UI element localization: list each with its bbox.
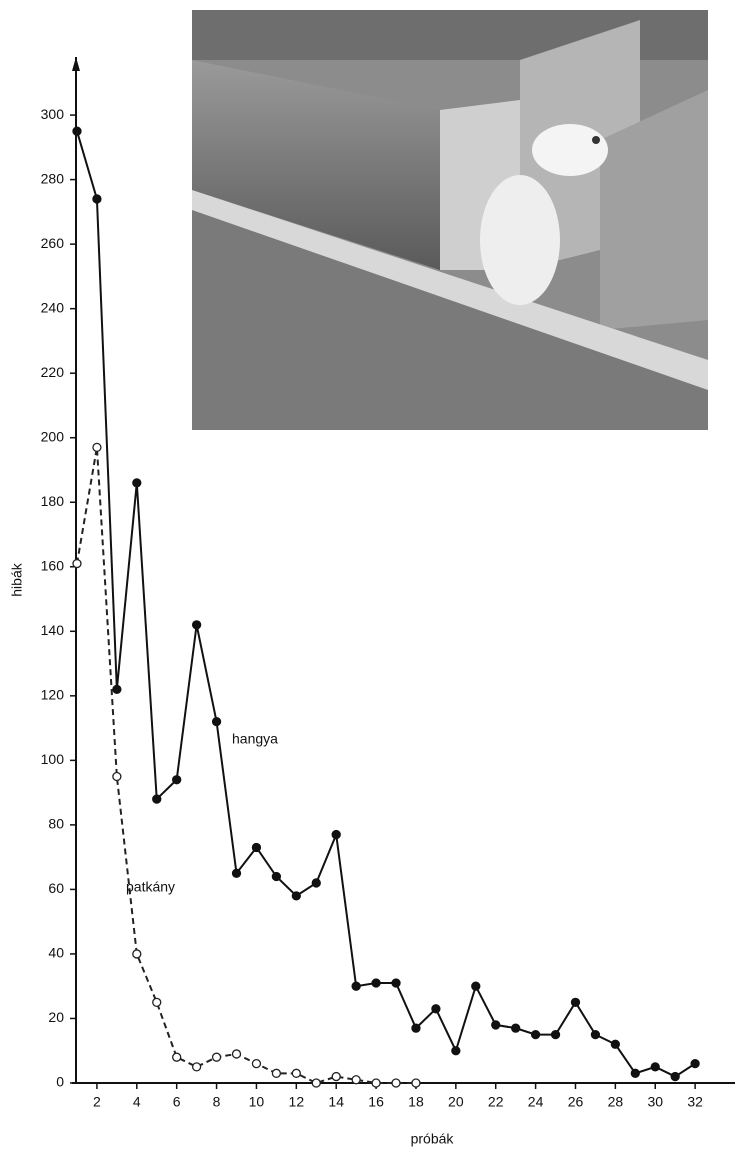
- data-point: [631, 1069, 639, 1077]
- x-tick-label: 6: [173, 1094, 181, 1110]
- x-tick-label: 4: [133, 1094, 141, 1110]
- chart: hibák próbák 0 20 40 60 80 100 120 140 160 180 200…: [0, 0, 737, 1158]
- series-label: hangya: [232, 731, 278, 747]
- y-tick-label: 80: [48, 816, 64, 832]
- data-point: [213, 718, 221, 726]
- y-tick-label: 0: [56, 1074, 64, 1090]
- x-tick-label: 30: [647, 1094, 663, 1110]
- data-point: [552, 1031, 560, 1039]
- data-point: [571, 998, 579, 1006]
- x-tick-label: 26: [568, 1094, 584, 1110]
- y-tick-label: 100: [41, 751, 65, 767]
- data-point: [312, 879, 320, 887]
- data-point: [412, 1079, 420, 1087]
- data-point: [492, 1021, 500, 1029]
- data-point: [352, 1076, 360, 1084]
- data-point: [312, 1079, 320, 1087]
- x-tick-label: 10: [249, 1094, 265, 1110]
- data-point: [133, 950, 141, 958]
- y-axis-label: hibák: [9, 562, 25, 596]
- data-point: [691, 1060, 699, 1068]
- data-point: [591, 1031, 599, 1039]
- data-point: [252, 1060, 260, 1068]
- y-tick-label: 200: [41, 428, 65, 444]
- y-tick-label: 300: [41, 106, 65, 122]
- data-point: [392, 979, 400, 987]
- x-tick-label: 22: [488, 1094, 504, 1110]
- y-tick-label: 140: [41, 622, 65, 638]
- data-point: [173, 776, 181, 784]
- data-point: [412, 1024, 420, 1032]
- y-tick-label: 120: [41, 687, 65, 703]
- x-axis-label: próbák: [411, 1131, 455, 1147]
- x-tick-label: 24: [528, 1094, 544, 1110]
- data-point: [153, 795, 161, 803]
- data-point: [153, 998, 161, 1006]
- y-tick-label: 240: [41, 299, 65, 315]
- y-tick-label: 220: [41, 364, 65, 380]
- data-point: [113, 772, 121, 780]
- data-point: [133, 479, 141, 487]
- data-point: [432, 1005, 440, 1013]
- data-point: [233, 869, 241, 877]
- data-point: [233, 1050, 241, 1058]
- data-point: [292, 892, 300, 900]
- x-tick-label: 32: [687, 1094, 703, 1110]
- data-point: [352, 982, 360, 990]
- x-tick-label: 14: [328, 1094, 344, 1110]
- x-tick-label: 28: [608, 1094, 624, 1110]
- data-point: [193, 1063, 201, 1071]
- y-tick-label: 260: [41, 235, 65, 251]
- data-point: [213, 1053, 221, 1061]
- x-tick-label: 8: [213, 1094, 221, 1110]
- data-point: [292, 1069, 300, 1077]
- data-point: [93, 195, 101, 203]
- photo: [192, 10, 708, 430]
- y-tick-label: 40: [48, 945, 64, 961]
- data-point: [651, 1063, 659, 1071]
- data-point: [452, 1047, 460, 1055]
- data-point: [332, 1073, 340, 1081]
- data-point: [671, 1073, 679, 1081]
- x-tick-label: 18: [408, 1094, 424, 1110]
- y-tick-label: 60: [48, 880, 64, 896]
- data-point: [113, 685, 121, 693]
- data-point: [193, 621, 201, 629]
- data-point: [392, 1079, 400, 1087]
- data-point: [611, 1040, 619, 1048]
- series-line: [77, 447, 416, 1083]
- data-point: [472, 982, 480, 990]
- data-point: [173, 1053, 181, 1061]
- data-point: [93, 443, 101, 451]
- y-tick-label: 20: [48, 1009, 64, 1025]
- data-point: [512, 1024, 520, 1032]
- y-axis-arrow: [72, 57, 80, 71]
- data-point: [272, 873, 280, 881]
- x-tick-label: 2: [93, 1094, 101, 1110]
- data-point: [332, 831, 340, 839]
- data-point: [73, 127, 81, 135]
- data-point: [272, 1069, 280, 1077]
- x-tick-label: 12: [289, 1094, 305, 1110]
- data-point: [372, 1079, 380, 1087]
- y-tick-label: 180: [41, 493, 65, 509]
- y-tick-label: 160: [41, 557, 65, 573]
- x-tick-label: 16: [368, 1094, 384, 1110]
- x-tick-label: 20: [448, 1094, 464, 1110]
- y-tick-label: 280: [41, 170, 65, 186]
- data-point: [252, 843, 260, 851]
- series-label: patkány: [126, 879, 175, 895]
- data-point: [73, 560, 81, 568]
- data-point: [532, 1031, 540, 1039]
- data-point: [372, 979, 380, 987]
